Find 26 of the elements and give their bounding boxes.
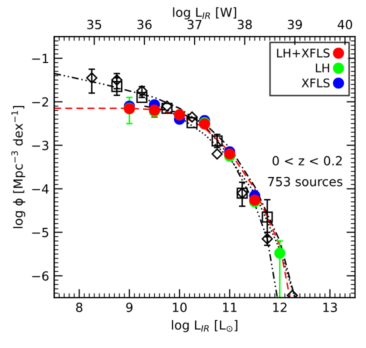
x2-tick-label: 37 (188, 20, 202, 30)
y-tick-label: −6 (32, 271, 49, 281)
annotation: 0 < z < 0.2 (272, 156, 342, 166)
y-tick-label: −4 (32, 184, 49, 194)
x2-tick-label: 39 (288, 20, 302, 30)
legend-label: LH+XFLS (277, 48, 330, 58)
x2-tick-label: 35 (87, 20, 102, 30)
x-axis-title: log L$_{IR}$ [L$_{⊙}$] (172, 320, 238, 332)
y-axis-title: log ϕ [Mpc$^{−3}$ dex$^{−1}$] (11, 106, 26, 228)
x2-axis-title: log L$_{IR}$ [W] (173, 7, 236, 20)
x-tick-label: 9 (126, 302, 132, 312)
x2-tick-label: 38 (238, 20, 252, 30)
y-tick-label: −2 (32, 97, 48, 107)
x-tick-label: 8 (76, 302, 82, 312)
y-tick-label: −3 (32, 140, 48, 150)
x-tick-label: 10 (172, 302, 187, 312)
legend-label: LH (316, 64, 330, 72)
legend-label: XFLS (302, 78, 330, 88)
x-tick-label: 13 (323, 302, 337, 312)
y-tick-label: −1 (32, 54, 48, 64)
y-tick-label: −5 (32, 228, 48, 238)
x2-tick-label: 40 (338, 20, 352, 30)
x2-tick-label: 36 (137, 20, 152, 30)
x-tick-label: 11 (223, 302, 236, 312)
x-tick-label: 12 (273, 302, 287, 312)
annotation: 753 sources (268, 176, 342, 186)
